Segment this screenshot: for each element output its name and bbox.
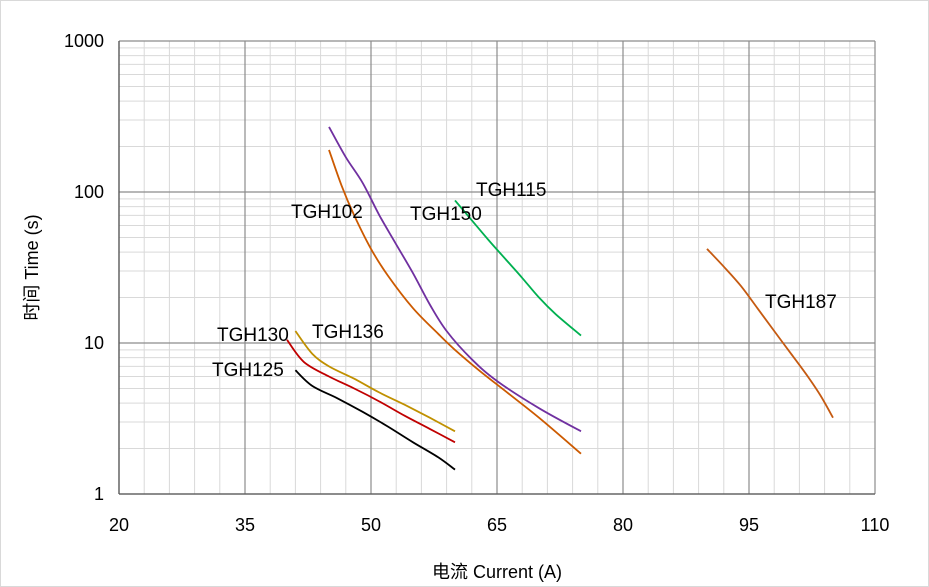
series-labels: TGH102 TGH150 TGH115 TGH187 TGH136 TGH130 TGH1… [212,180,837,381]
series-label-tgh150: TGH150 [410,204,482,225]
series-line-tgh102 [328,149,582,455]
y-tick-label: 1000 [64,31,104,51]
series-label-tgh136: TGH136 [312,322,384,343]
x-tick-label: 80 [613,515,633,535]
series-line-tgh130 [286,339,456,444]
x-tick-label: 65 [487,515,507,535]
y-tick-label: 10 [84,333,104,353]
y-tick-label: 1 [94,484,104,504]
x-tick-label: 110 [861,515,890,535]
x-tick-label: 35 [235,515,255,535]
series-line-tgh187 [706,248,834,419]
series-label-tgh130: TGH130 [217,325,289,346]
series-label-tgh102: TGH102 [291,202,363,223]
series-line-tgh136 [294,330,456,433]
series-label-tgh125: TGH125 [212,360,284,381]
x-tick-label: 95 [739,515,759,535]
series-line-tgh115 [454,199,582,337]
x-axis-title: 电流 Current (A) [432,562,562,582]
series-line-tgh150 [328,126,582,433]
series-line-tgh125 [294,369,456,471]
x-tick-label: 20 [109,515,129,535]
y-tick-label: 100 [74,182,104,202]
series-lines [286,126,834,471]
series-label-tgh187: TGH187 [765,292,837,313]
x-tick-label: 50 [361,515,381,535]
grid [118,40,876,495]
y-axis-title: 时间 Time (s) [22,214,42,320]
series-label-tgh115: TGH115 [476,180,546,201]
